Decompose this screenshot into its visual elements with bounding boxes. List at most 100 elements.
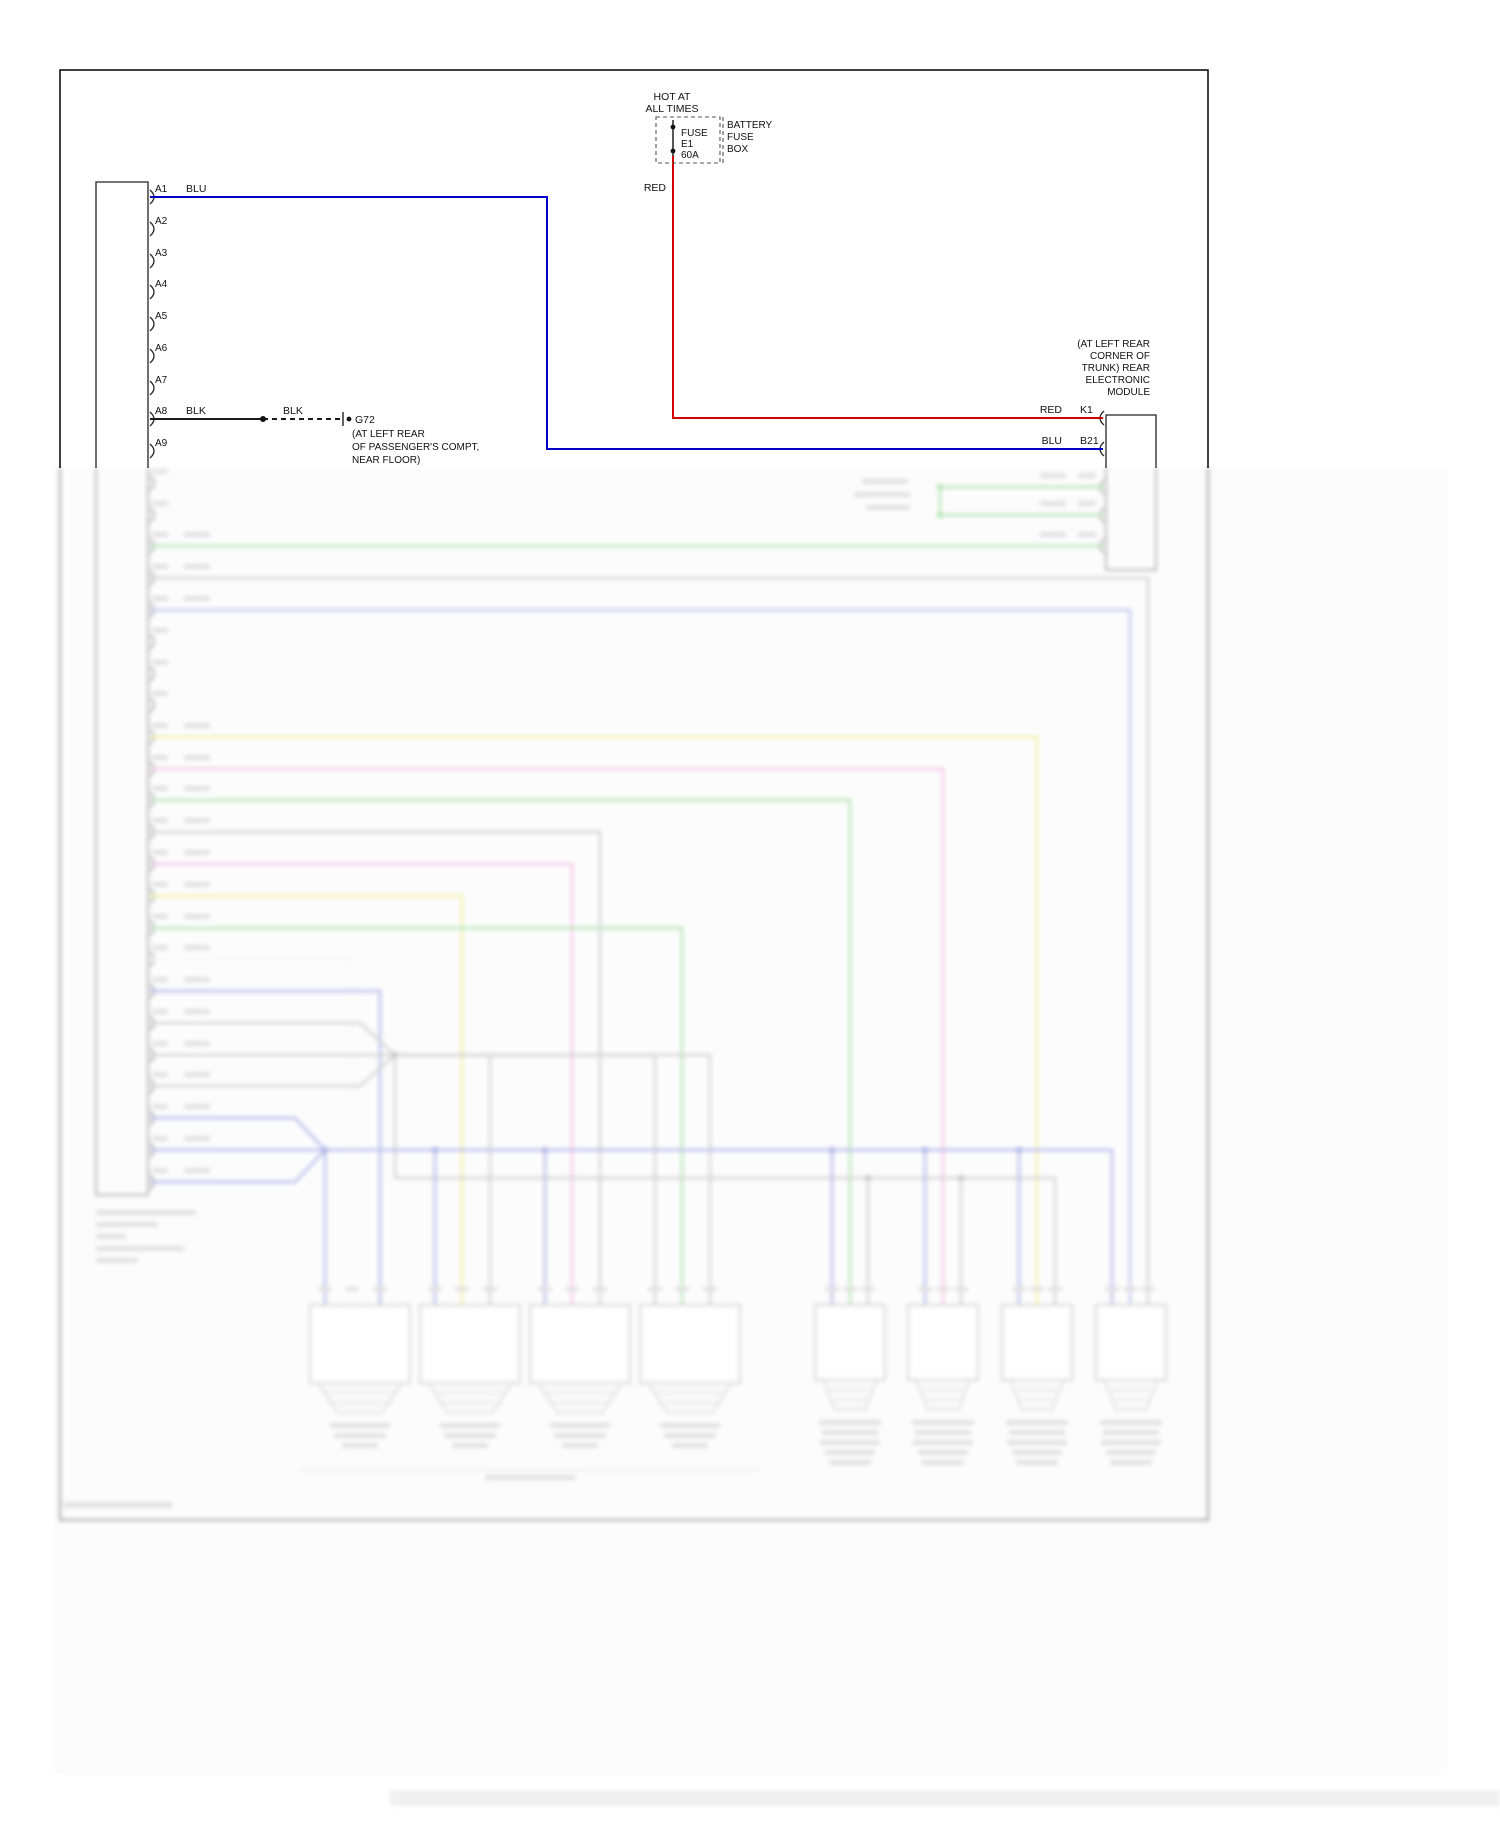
module-location-line4: ELECTRONIC: [1086, 375, 1150, 386]
blurred-speaker-label: [440, 1423, 500, 1428]
connector-pin-socket: [149, 253, 155, 269]
blurred-speaker-label: [1103, 1430, 1159, 1435]
b21-wire-color-label: BLU: [1042, 435, 1062, 447]
splice-dot: [1015, 1146, 1023, 1154]
speaker-cone: [1009, 1379, 1065, 1411]
pin-label-a1: A1: [155, 184, 168, 195]
connector-pin-socket: [149, 666, 155, 682]
connector-pin-socket: [149, 475, 155, 491]
module-location-line5: MODULE: [1107, 387, 1150, 398]
speaker-box: [529, 1304, 631, 1384]
blurred-speaker-label: [660, 1423, 720, 1428]
blurred-speaker-label: [912, 1420, 974, 1425]
module-location-line3: TRUNK) REAR: [1082, 363, 1150, 374]
module-location-line2: CORNER OF: [1090, 351, 1150, 362]
a8-splice-wire-color-label: BLK: [283, 405, 303, 417]
blurred-pin-label: [373, 1287, 387, 1291]
blurred-pin-label: [1078, 473, 1096, 478]
blurred-pin-label: [152, 469, 168, 474]
blu-splice-in1: [150, 1116, 326, 1151]
blurred-pin-label: [152, 660, 168, 665]
blurred-wire-label: [184, 945, 210, 950]
battery-feed-red-wire: [672, 156, 1103, 419]
blurred-text: [96, 1246, 184, 1251]
speaker-box: [1001, 1304, 1073, 1381]
blurred-pin-label: [1048, 1287, 1062, 1291]
crisp-upper-section: HOT AT ALL TIMES FUSE E1 60A BATTERY FUS…: [59, 69, 1209, 468]
blurred-bottom-band: [390, 1790, 1500, 1806]
blurred-pin-label: [152, 755, 168, 760]
module-box-lower: [1105, 468, 1157, 571]
hot-at-label-line2: ALL TIMES: [645, 103, 698, 115]
blurred-speaker-label: [915, 1430, 971, 1435]
generated-wires-and-pins: [149, 156, 1105, 459]
blurred-speaker-label: [913, 1440, 973, 1445]
blurred-text: [485, 1475, 575, 1480]
blurred-wire-label: [184, 1136, 210, 1141]
blurred-pin-label: [152, 691, 168, 696]
connector-pin-socket: [149, 507, 155, 523]
pin-label-a4: A4: [155, 279, 168, 290]
blurred-speaker-label: [554, 1433, 606, 1438]
blurred-pin-label: [152, 501, 168, 506]
blurred-pin-label: [152, 882, 168, 887]
fuse-label: FUSE: [681, 128, 708, 139]
blu-splice-in3: [150, 1149, 326, 1184]
pin-label-a9: A9: [155, 438, 168, 449]
gry-fan-spk4b: [395, 1053, 712, 1305]
blurred-speaker-label: [562, 1443, 598, 1448]
module-location-line1: (AT LEFT REAR: [1077, 339, 1150, 350]
blurred-pin-label: [861, 1287, 875, 1291]
blurred-pin-label: [455, 1287, 469, 1291]
blurred-speaker-label: [1101, 1440, 1161, 1445]
blurred-pin-label: [152, 850, 168, 855]
blurred-speaker-label: [829, 1460, 871, 1465]
connector-pin-socket: [149, 443, 155, 459]
blurred-pin-label: [1123, 1287, 1137, 1291]
ground-location-line2: OF PASSENGER'S COMPT,: [352, 442, 479, 453]
module-box-upper: [1105, 414, 1157, 468]
blurred-speaker-label: [672, 1443, 708, 1448]
fuse-id-label: E1: [681, 139, 694, 150]
blurred-pin-label: [936, 1287, 950, 1291]
blurred-wire-label: [1040, 473, 1066, 478]
blurred-speaker-label: [334, 1433, 386, 1438]
blurred-pin-label: [152, 1041, 168, 1046]
speaker-box: [814, 1304, 886, 1381]
blurred-pin-label: [1078, 501, 1096, 506]
blurred-pin-label: [483, 1287, 497, 1291]
connector-pin-socket: [149, 348, 155, 364]
row-wht-spk1: [150, 957, 354, 1305]
blurred-speaker-label: [1100, 1420, 1162, 1425]
blurred-pin-label: [152, 1009, 168, 1014]
blurred-wire-label: [184, 596, 210, 601]
blurred-wire-label: [184, 1041, 210, 1046]
connector-pin-socket: [149, 221, 155, 237]
speaker-cone: [1103, 1379, 1159, 1411]
connector-pin-socket: [149, 634, 155, 650]
blurred-speaker-label: [342, 1443, 378, 1448]
blurred-pin-label: [152, 1136, 168, 1141]
blurred-speaker-label: [822, 1430, 878, 1435]
connector-pin-socket: [149, 284, 155, 300]
row-yel-spk2: [150, 894, 464, 1305]
pin-label-a6: A6: [155, 343, 168, 354]
speaker-box: [907, 1304, 979, 1381]
blurred-pin-label: [152, 628, 168, 633]
blurred-speaker-label: [1006, 1420, 1068, 1425]
fuse-rating-label: 60A: [681, 150, 699, 161]
speaker-cone: [915, 1379, 971, 1411]
row-grn-spk5: [150, 798, 852, 1305]
splice-dot: [828, 1146, 836, 1154]
blurred-pin-label: [152, 1104, 168, 1109]
blurred-wire-label: [184, 882, 210, 887]
gry-bus: [393, 1055, 1057, 1305]
blurred-speaker-label: [819, 1420, 881, 1425]
blurred-speaker-label: [550, 1423, 610, 1428]
ground-location-line3: NEAR FLOOR): [352, 455, 420, 466]
blurred-wire-label: [184, 532, 210, 537]
blurred-pin-label: [648, 1287, 662, 1291]
speaker-box: [419, 1304, 521, 1384]
blurred-pin-label: [918, 1287, 932, 1291]
blurred-speaker-label: [918, 1450, 968, 1455]
